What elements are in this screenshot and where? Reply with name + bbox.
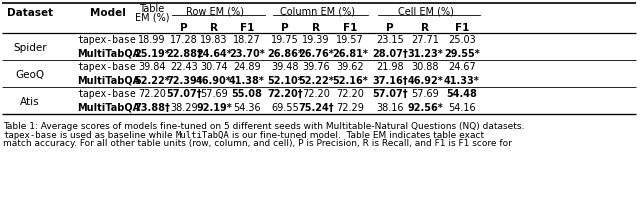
Text: 46.90*: 46.90* (196, 76, 232, 86)
Text: 69.55: 69.55 (271, 103, 299, 113)
Text: 23.15: 23.15 (376, 35, 404, 45)
Text: 46.92*: 46.92* (407, 76, 443, 86)
Text: 19.75: 19.75 (271, 35, 299, 45)
Text: MultiTabQA: MultiTabQA (77, 76, 140, 86)
Text: 24.67: 24.67 (448, 62, 476, 72)
Text: F1: F1 (455, 23, 469, 33)
Text: Cell EM (%): Cell EM (%) (398, 6, 454, 16)
Text: 23.70*: 23.70* (229, 49, 265, 59)
Text: 38.16: 38.16 (376, 103, 404, 113)
Text: 17.28: 17.28 (170, 35, 198, 45)
Text: 92.56*: 92.56* (407, 103, 443, 113)
Text: MultiTabQA: MultiTabQA (175, 131, 229, 140)
Text: 39.76: 39.76 (302, 62, 330, 72)
Text: Column EM (%): Column EM (%) (280, 6, 355, 16)
Text: 57.07†: 57.07† (372, 89, 408, 99)
Text: 41.33*: 41.33* (444, 76, 480, 86)
Text: 57.69: 57.69 (200, 89, 228, 99)
Text: Spider: Spider (13, 43, 47, 53)
Text: is our fine-tuned model.  Table EM indicates table exact: is our fine-tuned model. Table EM indica… (229, 131, 484, 140)
Text: 21.98: 21.98 (376, 62, 404, 72)
Text: 30.74: 30.74 (200, 62, 228, 72)
Text: P: P (180, 23, 188, 33)
Text: 28.07†: 28.07† (372, 49, 408, 59)
Text: 18.99: 18.99 (138, 35, 166, 45)
Text: 22.88†: 22.88† (166, 49, 202, 59)
Text: 92.19*: 92.19* (196, 103, 232, 113)
Text: 72.20: 72.20 (336, 89, 364, 99)
Text: 31.23*: 31.23* (407, 49, 443, 59)
Text: F1: F1 (240, 23, 254, 33)
Text: tapex-base: tapex-base (77, 89, 136, 99)
Text: 55.08: 55.08 (232, 89, 262, 99)
Text: 39.48: 39.48 (271, 62, 299, 72)
Text: Atis: Atis (20, 97, 40, 107)
Text: 57.69: 57.69 (411, 89, 439, 99)
Text: 18.27: 18.27 (233, 35, 261, 45)
Text: Table 1: Average scores of models fine-tuned on 5 different seeds with Multitabl: Table 1: Average scores of models fine-t… (3, 122, 524, 131)
Text: 24.89: 24.89 (233, 62, 261, 72)
Text: 19.39: 19.39 (302, 35, 330, 45)
Text: 38.29: 38.29 (170, 103, 198, 113)
Text: 72.20: 72.20 (138, 89, 166, 99)
Text: 25.19*: 25.19* (134, 49, 170, 59)
Text: 27.71: 27.71 (411, 35, 439, 45)
Text: R: R (312, 23, 320, 33)
Text: 41.38*: 41.38* (229, 76, 265, 86)
Text: 19.83: 19.83 (200, 35, 228, 45)
Text: P: P (281, 23, 289, 33)
Text: tapex-base: tapex-base (77, 62, 136, 72)
Text: tapex-base: tapex-base (77, 35, 136, 45)
Text: Dataset: Dataset (7, 8, 53, 18)
Text: match accuracy. For all other table units (row, column, and cell), P is Precisio: match accuracy. For all other table unit… (3, 139, 512, 148)
Text: F1: F1 (343, 23, 357, 33)
Text: 22.43: 22.43 (170, 62, 198, 72)
Text: 39.84: 39.84 (138, 62, 166, 72)
Text: 24.64*: 24.64* (196, 49, 232, 59)
Text: 39.62: 39.62 (336, 62, 364, 72)
Text: Row EM (%): Row EM (%) (186, 6, 244, 16)
Text: 19.57: 19.57 (336, 35, 364, 45)
Text: 72.29: 72.29 (336, 103, 364, 113)
Text: 54.36: 54.36 (233, 103, 261, 113)
Text: 54.16: 54.16 (448, 103, 476, 113)
Text: 72.20: 72.20 (302, 89, 330, 99)
Text: 37.16†: 37.16† (372, 76, 408, 86)
Text: Table: Table (140, 4, 164, 14)
Text: R: R (210, 23, 218, 33)
Text: 26.86*: 26.86* (267, 49, 303, 59)
Text: 72.39*: 72.39* (166, 76, 202, 86)
Text: Model: Model (90, 8, 126, 18)
Text: 75.24†: 75.24† (298, 103, 334, 113)
Text: 72.20†: 72.20† (267, 89, 303, 99)
Text: 52.22*: 52.22* (134, 76, 170, 86)
Text: 26.81*: 26.81* (332, 49, 368, 59)
Text: 52.22*: 52.22* (298, 76, 334, 86)
Text: 57.07†: 57.07† (166, 89, 202, 99)
Text: 52.16*: 52.16* (332, 76, 368, 86)
Text: 54.48: 54.48 (447, 89, 477, 99)
Text: 26.76*: 26.76* (298, 49, 334, 59)
Text: R: R (421, 23, 429, 33)
Text: GeoQ: GeoQ (15, 70, 45, 80)
Text: tapex-base: tapex-base (3, 131, 57, 140)
Text: is used as baseline while: is used as baseline while (57, 131, 175, 140)
Text: MultiTabQA: MultiTabQA (77, 49, 140, 59)
Text: MultiTabQA: MultiTabQA (77, 103, 140, 113)
Text: 29.55*: 29.55* (444, 49, 480, 59)
Text: 73.88†: 73.88† (134, 103, 170, 113)
Text: 25.03: 25.03 (448, 35, 476, 45)
Text: EM (%): EM (%) (135, 12, 169, 22)
Text: 30.88: 30.88 (412, 62, 439, 72)
Text: P: P (386, 23, 394, 33)
Text: 52.10*: 52.10* (267, 76, 303, 86)
